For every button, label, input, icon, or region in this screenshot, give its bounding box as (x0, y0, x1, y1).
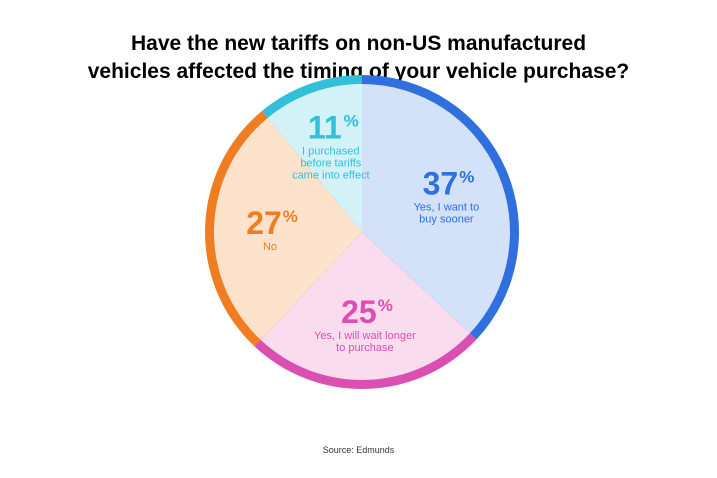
slice-4-category-label-line-2: before tariffs (300, 157, 361, 169)
slice-2-wedge (260, 232, 470, 380)
chart-title-line-1: Have the new tariffs on non-US manufactu… (130, 32, 587, 55)
slice-2-category-label-line-2: to purchase (336, 342, 393, 354)
slice-1-wedge (362, 84, 510, 334)
slice-4-percent-sign: % (344, 111, 359, 130)
slice-3-category-label-line-1: No (263, 241, 277, 253)
slice-4-category-label-line-3: came into effect (292, 169, 369, 181)
slice-2-category-label-line-1: Yes, I will wait longer (314, 330, 416, 342)
slice-1-percent-sign: % (459, 168, 474, 187)
slice-1-value-label: 37 (423, 166, 459, 202)
slice-3-value-label: 27 (246, 205, 282, 241)
slice-1-category-label-line-1: Yes, I want to (414, 202, 480, 214)
slice-4-wedge (267, 83, 362, 232)
slice-2-value-label: 25 (341, 294, 377, 330)
slice-4-value-label: 11 (308, 109, 342, 145)
chart-title: Have the new tariffs on non-US manufactu… (0, 30, 717, 86)
slice-1-category-label-line-2: buy sooner (419, 214, 474, 226)
slice-4-category-label-line-1: I purchased (302, 145, 359, 157)
slice-3-percent-sign: % (283, 207, 298, 226)
chart-title-line-2: vehicles affected the timing of your veh… (87, 60, 630, 83)
source-note: Source: Edmunds (322, 445, 395, 455)
slice-3-wedge (213, 117, 362, 340)
slice-2-percent-sign: % (378, 296, 393, 315)
